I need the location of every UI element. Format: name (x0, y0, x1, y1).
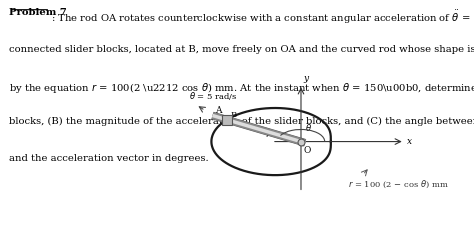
Text: x: x (407, 137, 412, 146)
Text: and the acceleration vector in degrees.: and the acceleration vector in degrees. (9, 154, 208, 163)
Text: by the equation $r$ = 100(2 \u2212 cos $\theta$) mm. At the instant when $\theta: by the equation $r$ = 100(2 \u2212 cos $… (9, 81, 474, 95)
Text: Problem 7: Problem 7 (9, 8, 66, 17)
Text: connected slider blocks, located at B, move freely on OA and the curved rod whos: connected slider blocks, located at B, m… (9, 45, 474, 54)
Text: r: r (265, 131, 269, 139)
Text: $r$ = 100 (2 $-$ cos $\theta$) mm: $r$ = 100 (2 $-$ cos $\theta$) mm (348, 179, 449, 190)
Text: $\dot{\theta}$ = 5 rad/s: $\dot{\theta}$ = 5 rad/s (189, 88, 237, 103)
Text: blocks, (B) the magnitude of the acceleration of the slider blocks, and (C) the : blocks, (B) the magnitude of the acceler… (9, 117, 474, 127)
Text: : The rod OA rotates counterclockwise with a constant angular acceleration of $\: : The rod OA rotates counterclockwise wi… (51, 8, 474, 26)
Text: O: O (303, 146, 311, 155)
Text: B: B (230, 111, 237, 119)
Text: y: y (303, 74, 309, 83)
Text: A: A (215, 106, 222, 114)
Text: $\theta$: $\theta$ (305, 121, 312, 133)
